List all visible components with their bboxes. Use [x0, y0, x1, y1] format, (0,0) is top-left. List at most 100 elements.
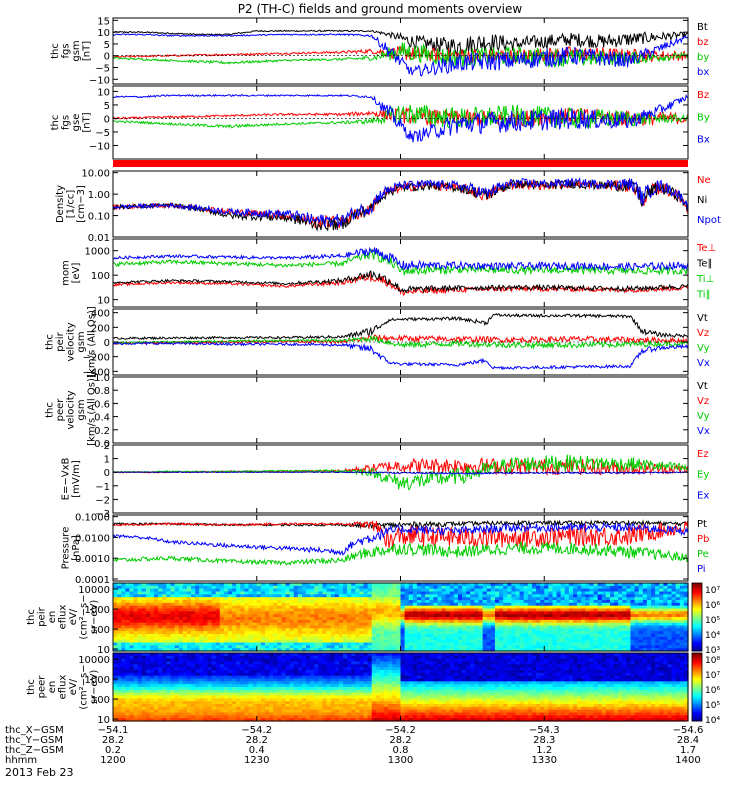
spec-cell	[277, 619, 282, 624]
spec-cell	[154, 715, 159, 719]
spec-cell	[285, 698, 291, 702]
spec-cell	[236, 689, 241, 694]
spec-cell	[581, 642, 586, 646]
spec-cell	[186, 675, 192, 680]
spec-cell	[379, 594, 385, 598]
spec-cell	[228, 642, 233, 646]
spec-cell	[552, 619, 558, 624]
colorbar-cell	[692, 603, 702, 606]
spec-cell	[141, 597, 147, 601]
spec-cell	[416, 619, 422, 624]
spec-cell	[211, 695, 217, 699]
spec-cell	[215, 648, 221, 652]
spec-cell	[244, 692, 250, 697]
spec-cell	[437, 639, 443, 644]
spec-cell	[281, 687, 287, 691]
spec-cell	[289, 628, 295, 632]
spec-cell	[281, 653, 287, 657]
spec-cell	[679, 617, 685, 621]
spec-cell	[285, 631, 291, 635]
spec-cell	[232, 597, 237, 601]
spec-cell	[297, 695, 303, 699]
spec-cell	[322, 611, 328, 615]
spec-cell	[306, 619, 311, 624]
spec-cell	[215, 597, 221, 601]
spec-cell	[211, 594, 217, 598]
spec-cell	[667, 631, 673, 635]
spec-cell	[269, 642, 274, 646]
spec-cell	[593, 611, 599, 615]
spec-cell	[203, 617, 209, 621]
spec-cell	[174, 653, 180, 657]
spec-cell	[429, 591, 434, 595]
spec-cell	[240, 594, 246, 598]
spec-cell	[494, 634, 500, 638]
spec-cell	[597, 642, 603, 646]
spec-cell	[182, 706, 188, 711]
spec-cell	[642, 600, 648, 604]
spec-cell	[129, 594, 135, 598]
spec-cell	[170, 658, 176, 663]
spec-cell	[671, 645, 677, 649]
spec-cell	[433, 588, 439, 593]
spec-cell	[453, 625, 459, 629]
spec-cell	[306, 634, 311, 638]
spec-cell	[642, 591, 648, 595]
spec-cell	[207, 692, 213, 697]
spec-cell	[182, 661, 188, 665]
spec-cell	[125, 614, 131, 618]
spec-cell	[256, 692, 262, 697]
spec-cell	[260, 667, 266, 671]
spec-cell	[318, 645, 324, 649]
spec-cell	[646, 639, 652, 644]
spec-cell	[622, 648, 627, 652]
spec-cell	[158, 672, 163, 677]
spec-cell	[248, 639, 254, 644]
spec-cell	[281, 617, 287, 621]
spec-cell	[642, 597, 648, 601]
spec-cell	[322, 639, 328, 644]
spec-cell	[178, 695, 184, 699]
spec-cell	[343, 625, 348, 629]
ylabel-line: [cm−3]	[76, 185, 87, 223]
spec-cell	[236, 622, 241, 627]
spec-cell	[494, 642, 500, 646]
spec-cell	[486, 611, 492, 615]
spec-cell	[211, 718, 217, 722]
spec-cell	[232, 706, 237, 711]
spec-cell	[404, 648, 410, 652]
spec-cell	[281, 642, 287, 646]
spec-cell	[523, 619, 529, 624]
spec-cell	[367, 645, 373, 649]
spec-cell	[191, 634, 196, 638]
spec-cell	[223, 718, 229, 722]
spec-cell	[388, 645, 393, 649]
spec-cell	[195, 661, 200, 665]
ylabel-line: en	[47, 611, 58, 624]
spec-cell	[269, 689, 274, 694]
spec-cell	[195, 704, 200, 708]
spec-cell	[490, 591, 496, 595]
spec-cell	[462, 622, 467, 627]
spec-cell	[531, 594, 537, 598]
spec-cell	[203, 712, 209, 716]
spec-cell	[285, 600, 291, 604]
spec-cell	[232, 628, 237, 632]
spec-cell	[260, 678, 266, 682]
spec-cell	[141, 672, 147, 677]
spec-cell	[277, 667, 282, 671]
spec-cell	[330, 642, 336, 646]
spec-cell	[223, 648, 229, 652]
spec-cell	[416, 614, 422, 618]
spec-cell	[330, 591, 336, 595]
spec-cell	[264, 672, 270, 677]
spec-cell	[347, 628, 352, 632]
spec-cell	[478, 639, 484, 644]
spec-cell	[568, 583, 574, 587]
spec-cell	[334, 585, 340, 590]
spec-cell	[441, 625, 447, 629]
spec-cell	[675, 594, 681, 598]
spec-cell	[211, 689, 217, 694]
spec-cell	[355, 617, 361, 621]
spec-cell	[404, 583, 410, 587]
